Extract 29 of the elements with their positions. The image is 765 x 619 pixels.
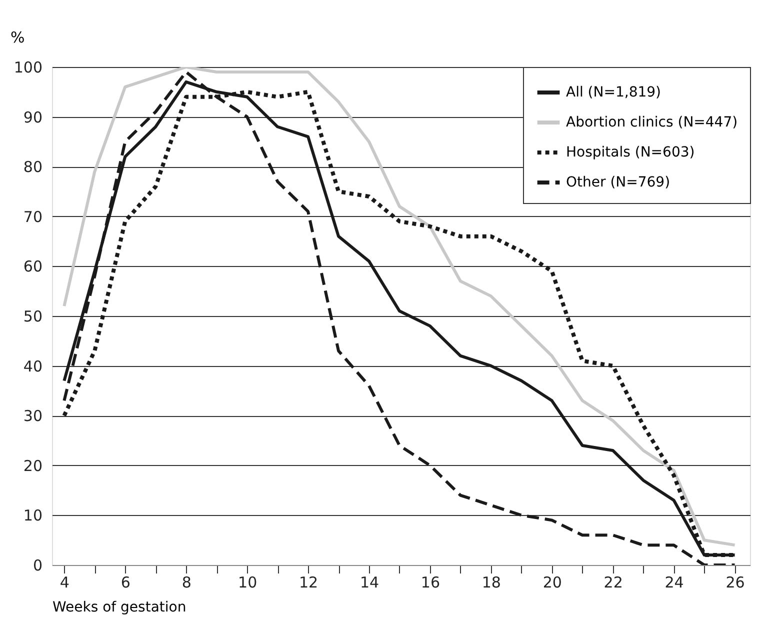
x-tick-label: 20 bbox=[542, 574, 562, 592]
x-tick-label: 14 bbox=[360, 574, 380, 592]
x-tick-label: 12 bbox=[298, 574, 318, 592]
x-tick-label: 22 bbox=[604, 574, 623, 592]
y-tick-label: 30 bbox=[23, 407, 42, 426]
y-tick-label: 10 bbox=[23, 506, 42, 525]
x-tick-label: 4 bbox=[60, 574, 70, 592]
y-tick-label: 70 bbox=[23, 208, 42, 226]
y-tick-label: 80 bbox=[23, 158, 42, 176]
legend-label: Other (N=769) bbox=[566, 174, 670, 190]
legend-label: Hospitals (N=603) bbox=[566, 144, 695, 160]
y-tick-label: 40 bbox=[23, 357, 42, 376]
y-tick-label: 100 bbox=[14, 58, 42, 76]
y-tick-label: 0 bbox=[32, 556, 42, 574]
x-tick-label: 26 bbox=[726, 574, 745, 592]
x-axis-title: Weeks of gestation bbox=[52, 600, 186, 616]
y-tick-label: 50 bbox=[23, 308, 42, 326]
legend-label: Abortion clinics (N=447) bbox=[566, 114, 738, 130]
y-axis-title: % bbox=[10, 28, 25, 46]
y-tick-label: 60 bbox=[23, 258, 42, 276]
y-tick-label: 90 bbox=[23, 108, 42, 126]
x-tick-label: 24 bbox=[664, 574, 684, 592]
x-tick-label: 6 bbox=[120, 574, 130, 592]
x-tick-label: 18 bbox=[482, 574, 501, 592]
x-tick-label: 8 bbox=[182, 574, 192, 592]
y-tick-label: 20 bbox=[23, 456, 42, 475]
x-tick-label: 16 bbox=[420, 574, 440, 592]
legend-label: All (N=1,819) bbox=[566, 84, 662, 100]
x-tick-label: 10 bbox=[238, 574, 258, 592]
